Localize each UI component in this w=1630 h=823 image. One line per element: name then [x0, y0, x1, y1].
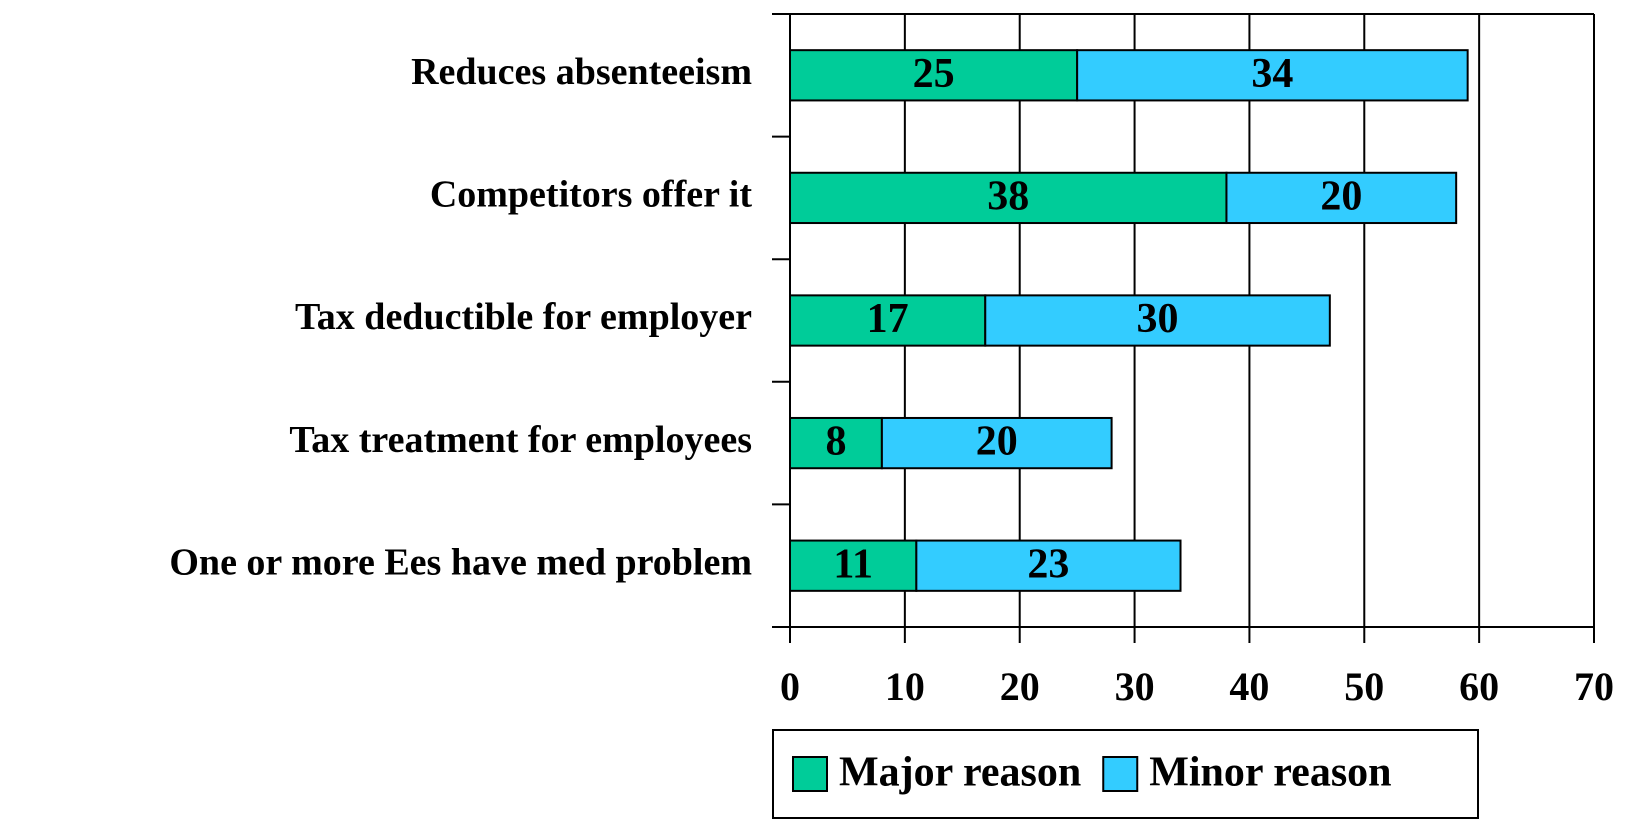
data-label: 38 — [987, 174, 1029, 220]
x-tick-label: 70 — [1574, 664, 1614, 709]
x-tick-label: 50 — [1344, 664, 1384, 709]
data-label: 23 — [1027, 541, 1069, 587]
data-label: 30 — [1137, 296, 1179, 342]
x-tick-label: 60 — [1459, 664, 1499, 709]
x-tick-label: 20 — [1000, 664, 1040, 709]
bar-segment — [789, 49, 1079, 102]
data-label: 34 — [1251, 51, 1293, 97]
data-label: 25 — [913, 51, 955, 97]
bar-segment — [1225, 171, 1458, 225]
data-label: 17 — [867, 296, 909, 342]
bar-segment — [1076, 49, 1469, 102]
legend-label: Major reason — [839, 750, 1081, 796]
category-label: One or more Ees have med problem — [169, 541, 752, 583]
x-tick-label: 30 — [1115, 664, 1155, 709]
data-label: 20 — [976, 419, 1018, 465]
bar-segment — [789, 171, 1228, 225]
data-label: 20 — [1320, 174, 1362, 220]
bar-segment — [915, 539, 1182, 592]
category-label: Tax treatment for employees — [289, 419, 752, 461]
x-tick-label: 40 — [1229, 664, 1269, 709]
category-label: Tax deductible for employer — [295, 296, 752, 338]
bar-segment — [789, 539, 918, 592]
bar-segment — [984, 294, 1331, 347]
category-label: Competitors offer it — [430, 174, 753, 216]
x-tick-label: 0 — [780, 664, 800, 709]
x-tick-label: 10 — [885, 664, 925, 709]
legend-swatch — [1102, 756, 1139, 792]
bar-segment — [880, 416, 1113, 470]
legend-swatch — [792, 756, 828, 792]
data-label: 8 — [825, 419, 846, 465]
data-label: 11 — [833, 541, 873, 587]
category-label: Reduces absenteeism — [411, 51, 752, 93]
legend-label: Minor reason — [1149, 750, 1391, 796]
